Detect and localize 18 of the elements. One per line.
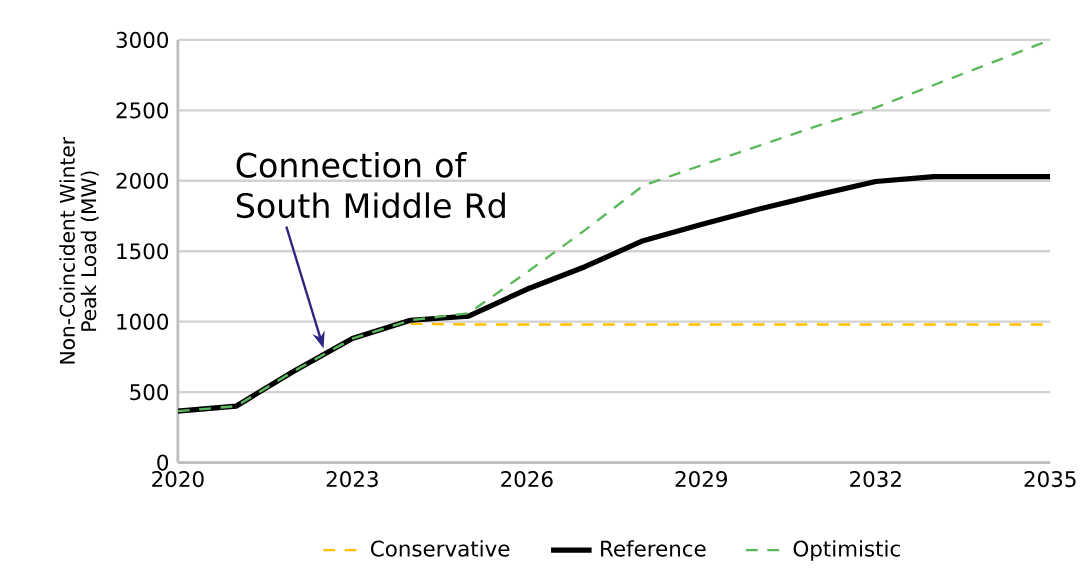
y-tick-label: 2000 (116, 172, 169, 190)
annotation: Connection of South Middle Rd (236, 152, 505, 219)
y-axis-title: Non-Coincident Winter Peak Load (MW) (59, 137, 99, 364)
x-tick-label: 2026 (501, 471, 553, 488)
y-tick-label: 2500 (116, 102, 169, 119)
x-tick-label: 2032 (850, 471, 901, 488)
y-tick-label: 0 (157, 454, 169, 471)
y-tick-label: 1500 (117, 243, 169, 260)
legend-label: Conservative (371, 540, 510, 557)
x-tick-label: 2023 (326, 471, 378, 488)
legend-label: Optimistic (793, 540, 900, 562)
y-tick-label: 3000 (116, 32, 169, 49)
x-tick-label: 2029 (675, 471, 727, 488)
y-tick-label: 1000 (117, 313, 169, 330)
y-tick-label: 500 (130, 384, 169, 401)
legend-label: Reference (601, 540, 706, 557)
x-tick-label: 2020 (152, 471, 204, 488)
x-tick-label: 2035 (1024, 471, 1076, 488)
